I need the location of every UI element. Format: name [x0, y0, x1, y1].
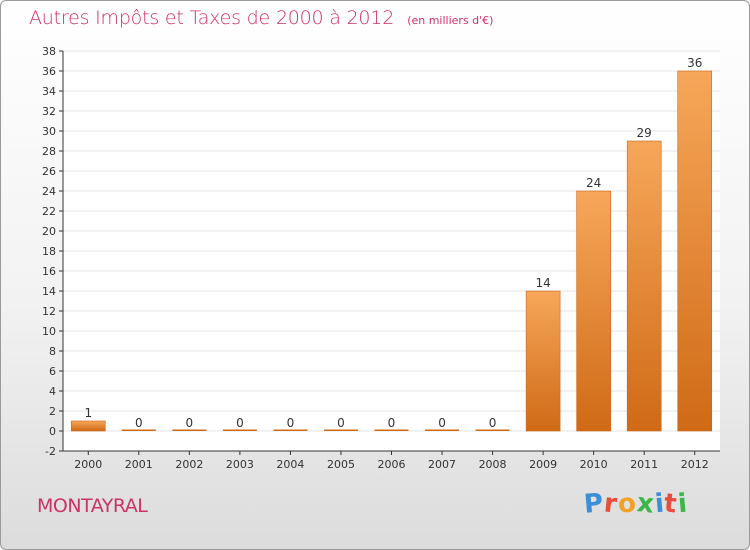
data-label: 24 — [586, 176, 601, 190]
x-tick-label: 2012 — [681, 458, 709, 471]
x-tick-label: 2011 — [630, 458, 658, 471]
y-tick-label: 24 — [42, 185, 56, 198]
y-tick-label: 16 — [42, 265, 56, 278]
y-tick-label: 10 — [42, 325, 56, 338]
data-label: 29 — [637, 126, 652, 140]
y-tick-label: 32 — [42, 105, 56, 118]
data-label: 0 — [388, 416, 396, 430]
y-tick-label: 18 — [42, 245, 56, 258]
data-label: 0 — [489, 416, 497, 430]
bar — [626, 140, 662, 432]
y-tick-label: 22 — [42, 205, 56, 218]
bar — [121, 429, 156, 431]
y-tick-label: 38 — [42, 45, 56, 58]
y-tick-label: 14 — [42, 285, 56, 298]
y-tick-label: 26 — [42, 165, 56, 178]
x-tick-label: 2002 — [175, 458, 203, 471]
commune-name: MONTAYRAL — [37, 495, 148, 517]
data-label: 36 — [687, 56, 702, 70]
y-tick-label: 2 — [49, 405, 56, 418]
data-label: 0 — [337, 416, 345, 430]
y-tick-label: 20 — [42, 225, 56, 238]
bar — [677, 70, 713, 432]
bar — [525, 290, 561, 432]
bar — [70, 420, 106, 432]
logo-letter: i — [676, 488, 690, 520]
x-tick-label: 2003 — [226, 458, 254, 471]
y-tick-label: -2 — [45, 445, 56, 458]
logo-letter: x — [635, 488, 657, 520]
y-tick-label: 0 — [49, 425, 56, 438]
y-tick-label: 4 — [49, 385, 56, 398]
bar — [576, 190, 611, 432]
x-tick-label: 2001 — [125, 458, 153, 471]
x-tick-label: 2008 — [479, 458, 507, 471]
data-label: 14 — [535, 276, 550, 290]
chart-subtitle: (en milliers d'€) — [407, 14, 494, 27]
bar — [172, 429, 207, 431]
bar — [273, 429, 308, 431]
x-tick-label: 2006 — [378, 458, 406, 471]
y-tick-label: 12 — [42, 305, 56, 318]
y-tick-label: 8 — [49, 345, 56, 358]
x-tick-label: 2005 — [327, 458, 355, 471]
x-tick-label: 2009 — [529, 458, 557, 471]
data-label: 0 — [186, 416, 194, 430]
data-label: 1 — [84, 406, 92, 420]
chart-title: Autres Impôts et Taxes de 2000 à 2012 — [29, 7, 395, 29]
bar — [222, 429, 257, 431]
x-tick-label: 2007 — [428, 458, 456, 471]
bar — [475, 429, 510, 431]
y-tick-label: 6 — [49, 365, 56, 378]
data-label: 0 — [135, 416, 143, 430]
y-tick-label: 30 — [42, 125, 56, 138]
data-label: 0 — [438, 416, 446, 430]
chart-header: Autres Impôts et Taxes de 2000 à 2012 (e… — [29, 7, 493, 29]
proxiti-logo: Proxiti — [583, 488, 690, 520]
bar — [425, 429, 460, 431]
bar — [374, 429, 409, 431]
bar — [323, 429, 358, 431]
y-tick-label: 36 — [42, 65, 56, 78]
x-tick-label: 2010 — [580, 458, 608, 471]
x-tick-label: 2000 — [74, 458, 102, 471]
data-label: 0 — [236, 416, 244, 430]
data-label: 0 — [287, 416, 295, 430]
y-tick-label: 28 — [42, 145, 56, 158]
y-tick-label: 34 — [42, 85, 56, 98]
x-tick-label: 2004 — [276, 458, 304, 471]
